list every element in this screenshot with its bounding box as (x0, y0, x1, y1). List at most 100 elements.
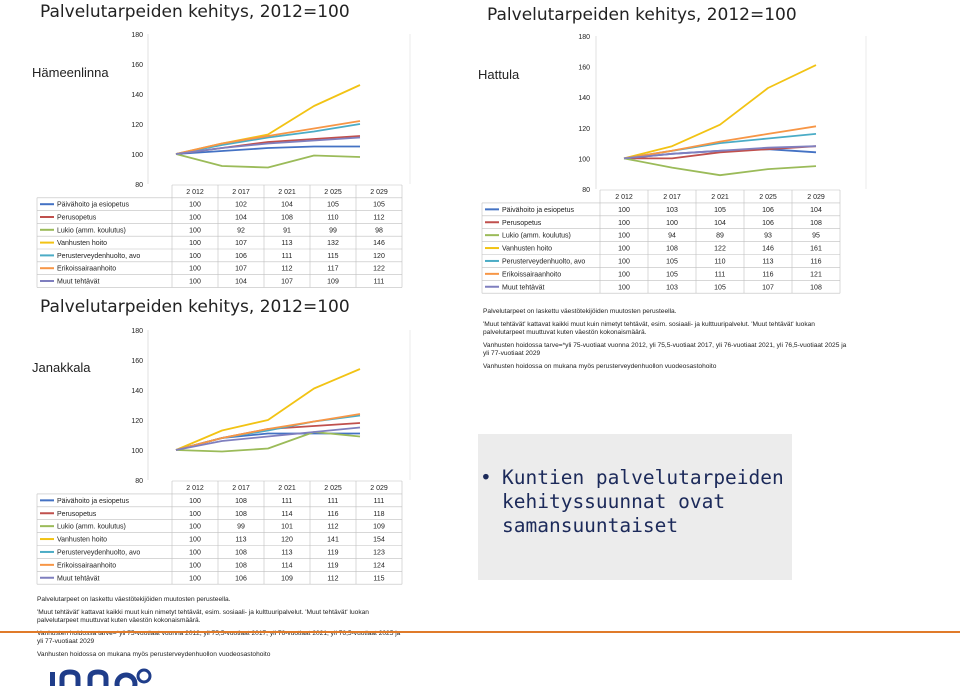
data-table: 2 012 2 017 2 021 2 025 2 029 Päivähoito ja e… (36, 480, 403, 585)
table-value-cell: 100 (666, 220, 678, 227)
table-value-cell: 99 (329, 227, 337, 234)
table-header-cell: 2 021 (711, 194, 729, 201)
table-value-cell: 119 (327, 562, 338, 569)
table-value-cell: 146 (762, 246, 774, 253)
table-value-cell: 117 (327, 266, 338, 273)
table-row-label: Erikoissairaanhoito (57, 266, 116, 273)
table-row-label: Lukio (amm. koulutus) (57, 227, 126, 234)
y-tick-label: 100 (131, 448, 143, 455)
table-value-cell: 112 (281, 266, 292, 273)
chart-title-hattula: Palvelutarpeiden kehitys, 2012=100 (487, 5, 797, 25)
table-value-cell: 101 (281, 524, 293, 531)
table-row-label: Erikoissairaanhoito (502, 271, 561, 278)
series-line (175, 413, 361, 451)
table-header-cell: 2 012 (615, 194, 633, 201)
table-value-cell: 105 (714, 284, 726, 291)
table-value-cell: 100 (189, 202, 201, 209)
table-row-label: Erikoissairaanhoito (57, 562, 116, 569)
table-value-cell: 154 (373, 537, 385, 544)
table-value-cell: 106 (235, 253, 247, 260)
series-line (623, 157, 817, 177)
notes-janakkala: Palvelutarpeet on laskettu väestötekijöi… (37, 596, 400, 660)
table-value-cell: 100 (189, 537, 201, 544)
table-row-label: Päivähoito ja esiopetus (502, 207, 574, 214)
series-line (175, 120, 361, 155)
table-value-cell: 113 (762, 258, 773, 265)
series-line (175, 123, 361, 155)
table-value-cell: 99 (237, 524, 245, 531)
table-header-cell: 2 029 (807, 194, 825, 201)
table-row-label: Päivähoito ja esiopetus (57, 202, 129, 209)
table-header-cell: 2 025 (759, 194, 777, 201)
table-value-cell: 115 (327, 253, 338, 260)
note-line: yli 77-vuotiaat 2029 (483, 350, 541, 358)
table-value-cell: 91 (283, 227, 291, 234)
table-header-cell: 2 017 (232, 189, 250, 196)
series-line (175, 431, 361, 453)
table-row-label: Muut tehtävät (502, 284, 544, 291)
callout-line: Kuntien palvelutarpeiden (502, 466, 784, 489)
table-value-cell: 108 (666, 246, 678, 253)
summary-callout: • Kuntien palvelutarpeiden kehityssuunna… (478, 434, 792, 580)
table-value-cell: 122 (373, 266, 385, 273)
table-value-cell: 118 (373, 511, 384, 518)
table-row-label: Perusopetus (57, 511, 97, 518)
table-value-cell: 115 (373, 575, 384, 582)
table-header-cell: 2 017 (663, 194, 681, 201)
table-value-cell: 95 (812, 233, 820, 240)
table-value-cell: 111 (328, 498, 339, 505)
y-tick-label: 160 (131, 358, 143, 365)
table-value-cell: 92 (237, 227, 245, 234)
table-value-cell: 161 (810, 246, 822, 253)
table-value-cell: 100 (618, 284, 630, 291)
y-tick-label: 160 (131, 62, 143, 69)
table-value-cell: 100 (189, 227, 201, 234)
municipality-label-janakkala: Janakkala (32, 360, 91, 375)
table-value-cell: 98 (375, 227, 383, 234)
table-header-cell: 2 029 (370, 485, 388, 492)
table-value-cell: 100 (618, 246, 630, 253)
table-value-cell: 100 (189, 524, 201, 531)
table-value-cell: 121 (810, 271, 822, 278)
y-tick-label: 140 (131, 92, 143, 99)
table-header-cell: 2 029 (370, 189, 388, 196)
table-value-cell: 111 (374, 498, 385, 505)
table-value-cell: 106 (762, 207, 774, 214)
series-line (175, 136, 361, 155)
table-value-cell: 111 (374, 279, 385, 286)
table-value-cell: 113 (281, 549, 292, 556)
table-value-cell: 100 (189, 549, 201, 556)
data-table: 2 012 2 017 2 021 2 025 2 029 Päivähoito ja e… (481, 189, 841, 294)
table-value-cell: 122 (714, 246, 726, 253)
note-line: palvelutarpeet muuttuvat kuten väestön k… (37, 617, 201, 625)
table-value-cell: 111 (282, 253, 293, 260)
table-value-cell: 123 (373, 549, 385, 556)
municipality-label-hameenlinna: Hämeenlinna (32, 65, 109, 80)
plot-group: 180 160 140 120 100 80 (578, 34, 867, 194)
note-line: Vanhusten hoidossa tarve=*yli 75-vuotiaa… (483, 341, 847, 349)
table-row-label: Perusterveydenhuolto, avo (57, 549, 140, 556)
note-line: Palvelutarpeet on laskettu väestötekijöi… (37, 596, 231, 603)
data-table: 2 012 2 017 2 021 2 025 2 029 Päivähoito ja e… (36, 184, 403, 288)
note-line: yli 77-vuotiaat 2029 (37, 638, 95, 646)
plot-group: 180 160 140 120 100 80 (131, 32, 411, 189)
series-line (175, 153, 361, 169)
note-line: 'Muut tehtävät' kattavat kaikki muut kui… (483, 320, 815, 328)
table-value-cell: 100 (189, 562, 201, 569)
table-value-cell: 114 (281, 511, 292, 518)
table-value-cell: 109 (281, 575, 293, 582)
table-value-cell: 110 (327, 215, 338, 222)
table-value-cell: 108 (810, 220, 822, 227)
table-row-label: Perusterveydenhuolto, avo (502, 258, 585, 265)
table-row-label: Lukio (amm. koulutus) (502, 233, 571, 240)
chart-title-janakkala: Palvelutarpeiden kehitys, 2012=100 (40, 297, 350, 317)
table-value-cell: 103 (666, 207, 678, 214)
table-value-cell: 89 (716, 233, 724, 240)
table-header-cell: 2 017 (232, 485, 250, 492)
bullet-icon: • (480, 466, 492, 489)
table-value-cell: 113 (281, 240, 292, 247)
table-value-cell: 107 (762, 284, 774, 291)
table-value-cell: 119 (327, 549, 338, 556)
table-value-cell: 107 (235, 240, 247, 247)
